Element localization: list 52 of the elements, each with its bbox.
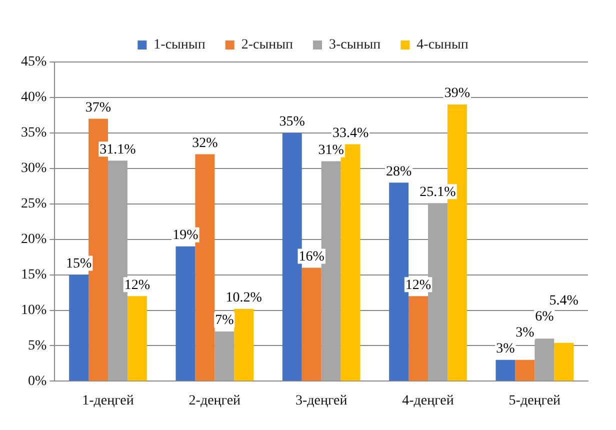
x-tick-label: 4-деңгей <box>402 393 454 408</box>
data-label: 12% <box>405 278 432 293</box>
data-label: 12% <box>124 278 150 293</box>
data-label: 5.4% <box>549 294 579 309</box>
data-label: 32% <box>192 136 218 151</box>
x-tick-label: 2-деңгей <box>188 393 242 408</box>
bar <box>127 296 147 381</box>
bar <box>408 296 428 381</box>
y-tick-label: 10% <box>20 302 47 318</box>
y-tick-label: 25% <box>20 196 47 212</box>
bar <box>214 332 234 381</box>
bar <box>176 246 196 381</box>
bar <box>282 132 302 381</box>
data-label: 39% <box>444 86 470 102</box>
bar <box>496 360 516 381</box>
legend-label: 2-сынып <box>241 38 294 53</box>
y-tick-label: 45% <box>20 54 47 70</box>
data-label: 33.4% <box>332 126 369 141</box>
y-tick-label: 5% <box>28 338 47 354</box>
data-label: 37% <box>85 100 112 116</box>
bar <box>234 308 254 381</box>
y-tick-label: 15% <box>20 267 47 282</box>
y-tick-label: 40% <box>20 90 47 106</box>
bar <box>534 338 554 381</box>
data-label: 16% <box>298 249 325 264</box>
data-label: 31.1% <box>100 142 136 158</box>
data-label: 19% <box>172 228 199 244</box>
data-label: 10.2% <box>226 290 262 306</box>
legend-label: 3-сынып <box>329 38 382 53</box>
data-label: 7% <box>215 313 234 328</box>
bar <box>108 160 128 381</box>
bar <box>515 360 535 381</box>
data-label: 31% <box>318 142 344 158</box>
data-label: 3% <box>516 326 535 341</box>
x-tick-label: 3-деңгей <box>295 393 348 408</box>
x-tick-label: 1-деңгей <box>82 393 134 408</box>
bar <box>554 342 574 381</box>
x-tick-label: 5-деңгей <box>508 393 562 408</box>
data-label: 15% <box>66 256 92 272</box>
data-label: 6% <box>535 310 554 325</box>
data-label: 35% <box>279 114 306 130</box>
legend-label: 1-сынып <box>154 38 206 53</box>
data-label: 28% <box>386 164 412 180</box>
y-tick-label: 35% <box>20 126 47 141</box>
data-label: 25.1% <box>420 184 456 200</box>
data-label: 3% <box>496 342 516 357</box>
bar <box>69 274 89 381</box>
y-tick-label: 30% <box>20 161 47 176</box>
y-tick-label: 0% <box>28 374 47 389</box>
legend-label: 4-сынып <box>416 38 469 53</box>
bar <box>302 268 322 381</box>
y-tick-label: 20% <box>20 232 47 248</box>
